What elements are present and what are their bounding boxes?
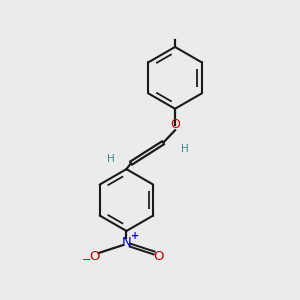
- Text: O: O: [170, 118, 180, 131]
- Text: −: −: [82, 254, 91, 265]
- Text: N: N: [122, 236, 131, 249]
- Text: H: H: [107, 154, 115, 164]
- Text: +: +: [130, 231, 139, 241]
- Text: O: O: [154, 250, 164, 262]
- Text: O: O: [89, 250, 99, 262]
- Text: H: H: [181, 143, 189, 154]
